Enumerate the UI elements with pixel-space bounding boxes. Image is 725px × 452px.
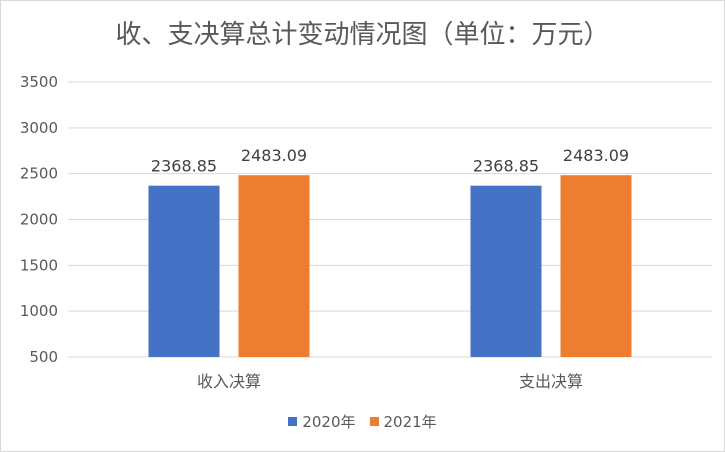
data-label: 2368.85 [151, 157, 217, 176]
y-tick-label: 2000 [20, 211, 58, 229]
chart-title: 收、支决算总计变动情况图（单位：万元） [115, 20, 610, 50]
y-tick-label: 3000 [20, 119, 58, 137]
bar [238, 175, 310, 357]
legend-label-2021: 2021年 [383, 413, 437, 431]
data-label: 2483.09 [563, 146, 629, 165]
legend: 2020年 2021年 [0, 411, 725, 432]
data-label: 2368.85 [473, 157, 539, 176]
legend-swatch-2020 [288, 417, 298, 426]
data-label: 2483.09 [241, 146, 307, 165]
x-category-label: 收入决算 [197, 372, 261, 391]
legend-label-2020: 2020年 [302, 413, 356, 431]
y-tick-label: 1500 [20, 256, 58, 274]
bar [560, 175, 632, 357]
legend-swatch-2021 [369, 417, 379, 426]
y-tick-label: 2500 [20, 165, 58, 183]
y-tick-label: 3500 [20, 73, 58, 91]
y-tick-label: 500 [29, 348, 58, 366]
legend-item-2021: 2021年 [369, 411, 437, 432]
y-tick-label: 1000 [20, 302, 58, 320]
bar [148, 185, 220, 357]
legend-item-2020: 2020年 [288, 411, 356, 432]
x-category-label: 支出决算 [519, 372, 583, 391]
bar [470, 185, 542, 357]
